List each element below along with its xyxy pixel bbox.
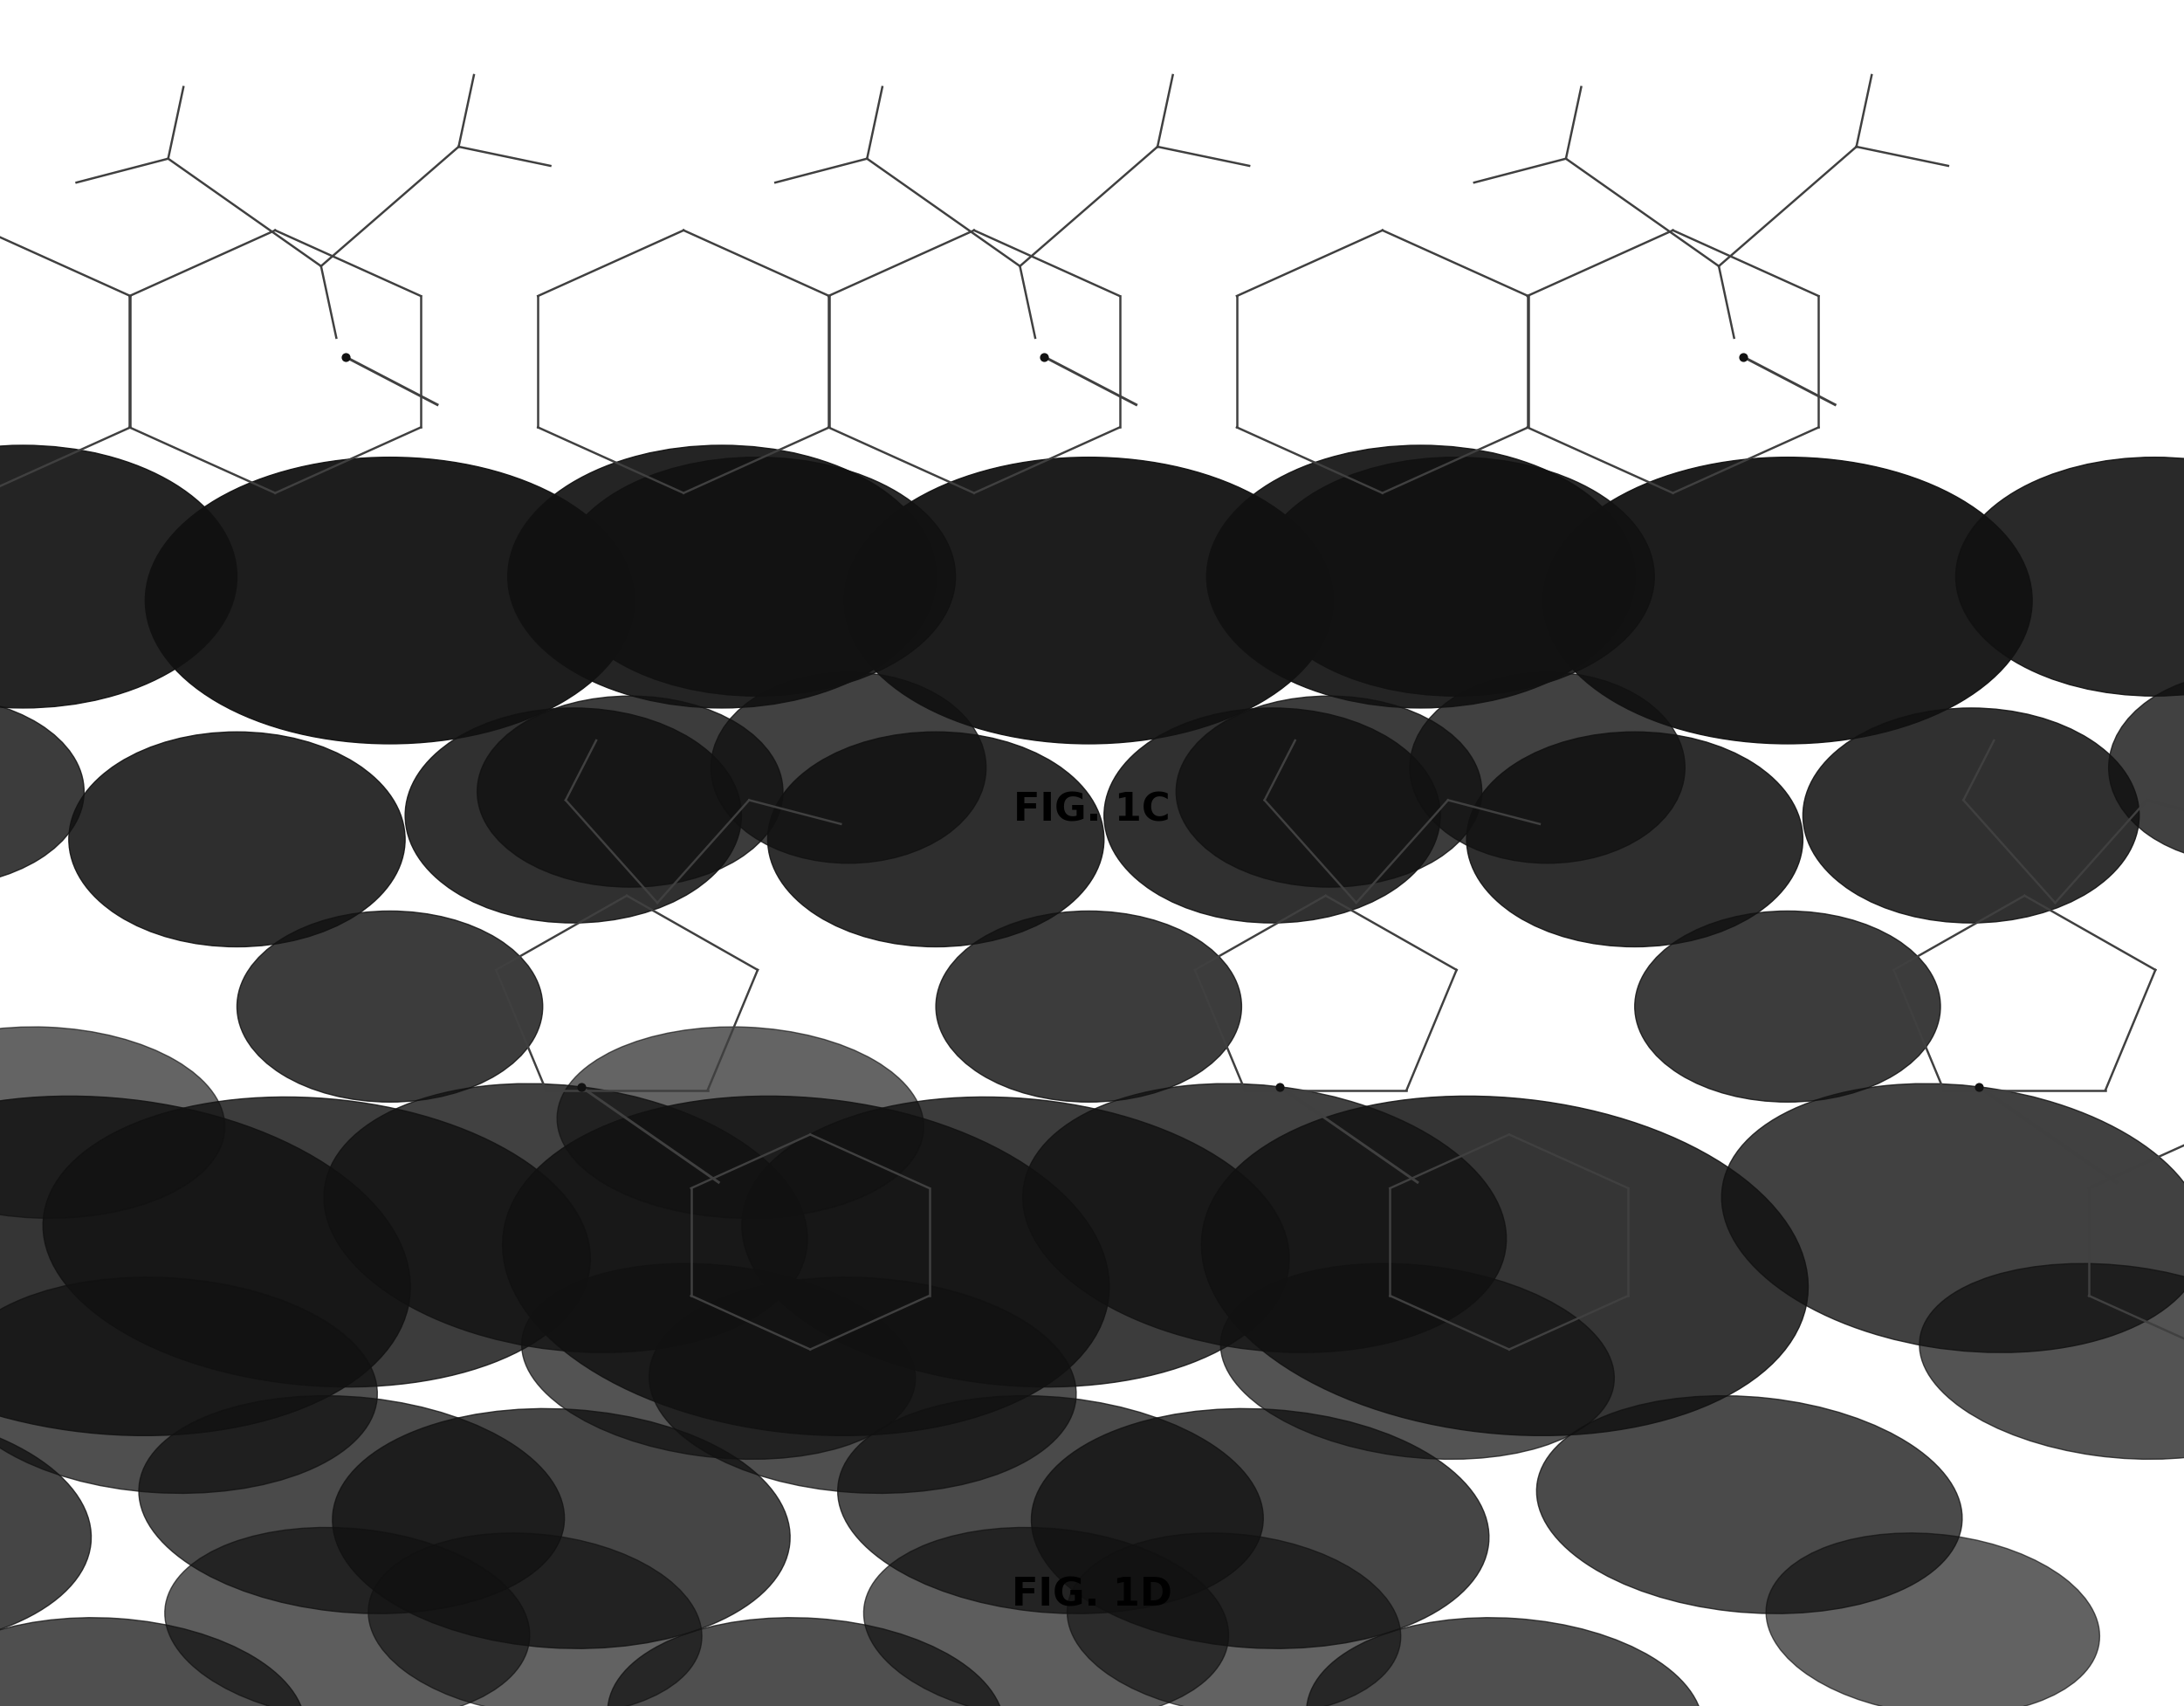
Point — [328, 343, 363, 370]
Ellipse shape — [507, 445, 935, 708]
Ellipse shape — [332, 1409, 791, 1648]
Ellipse shape — [1022, 1083, 1507, 1353]
Ellipse shape — [1256, 457, 1655, 696]
Ellipse shape — [1068, 1534, 1400, 1706]
Ellipse shape — [839, 1396, 1262, 1614]
Ellipse shape — [68, 732, 406, 947]
Ellipse shape — [1206, 445, 1634, 708]
Ellipse shape — [743, 1097, 1289, 1387]
Ellipse shape — [369, 1534, 701, 1706]
Ellipse shape — [1957, 457, 2184, 696]
Ellipse shape — [1103, 708, 1441, 923]
Ellipse shape — [1031, 1409, 1489, 1648]
Ellipse shape — [44, 1097, 590, 1387]
Ellipse shape — [1721, 1083, 2184, 1353]
Ellipse shape — [843, 457, 1332, 744]
Ellipse shape — [0, 445, 236, 708]
Ellipse shape — [1201, 1095, 1808, 1436]
Ellipse shape — [1634, 911, 1939, 1102]
Ellipse shape — [1411, 672, 1686, 863]
Ellipse shape — [0, 1617, 306, 1706]
Point — [1725, 343, 1760, 370]
Ellipse shape — [140, 1396, 563, 1614]
Ellipse shape — [710, 672, 987, 863]
Ellipse shape — [476, 696, 782, 887]
Ellipse shape — [0, 696, 83, 887]
Ellipse shape — [0, 1027, 225, 1218]
Ellipse shape — [406, 708, 743, 923]
Ellipse shape — [935, 911, 1241, 1102]
Ellipse shape — [1538, 1396, 1961, 1614]
Ellipse shape — [649, 1278, 1077, 1493]
Text: FIG. 1C: FIG. 1C — [1013, 792, 1171, 829]
Ellipse shape — [144, 457, 633, 744]
Ellipse shape — [236, 911, 542, 1102]
Ellipse shape — [164, 1527, 531, 1706]
Ellipse shape — [1767, 1534, 2099, 1706]
Ellipse shape — [1465, 732, 1802, 947]
Point — [1961, 1073, 1996, 1100]
Ellipse shape — [0, 1095, 411, 1436]
Point — [1026, 343, 1061, 370]
Ellipse shape — [1175, 696, 1481, 887]
Ellipse shape — [557, 1027, 924, 1218]
Ellipse shape — [2108, 672, 2184, 863]
Point — [563, 1073, 598, 1100]
Ellipse shape — [1802, 708, 2138, 923]
Ellipse shape — [1306, 1617, 1704, 1706]
Ellipse shape — [0, 1278, 378, 1493]
Ellipse shape — [502, 1095, 1109, 1436]
Ellipse shape — [863, 1527, 1230, 1706]
Point — [1262, 1073, 1297, 1100]
Ellipse shape — [323, 1083, 808, 1353]
Ellipse shape — [769, 732, 1103, 947]
Text: FIG. 1D: FIG. 1D — [1011, 1576, 1173, 1614]
Ellipse shape — [522, 1264, 915, 1459]
Ellipse shape — [1221, 1264, 1614, 1459]
Ellipse shape — [0, 1409, 92, 1648]
Ellipse shape — [1920, 1264, 2184, 1459]
Ellipse shape — [1542, 457, 2031, 744]
Ellipse shape — [559, 457, 957, 696]
Ellipse shape — [607, 1617, 1005, 1706]
